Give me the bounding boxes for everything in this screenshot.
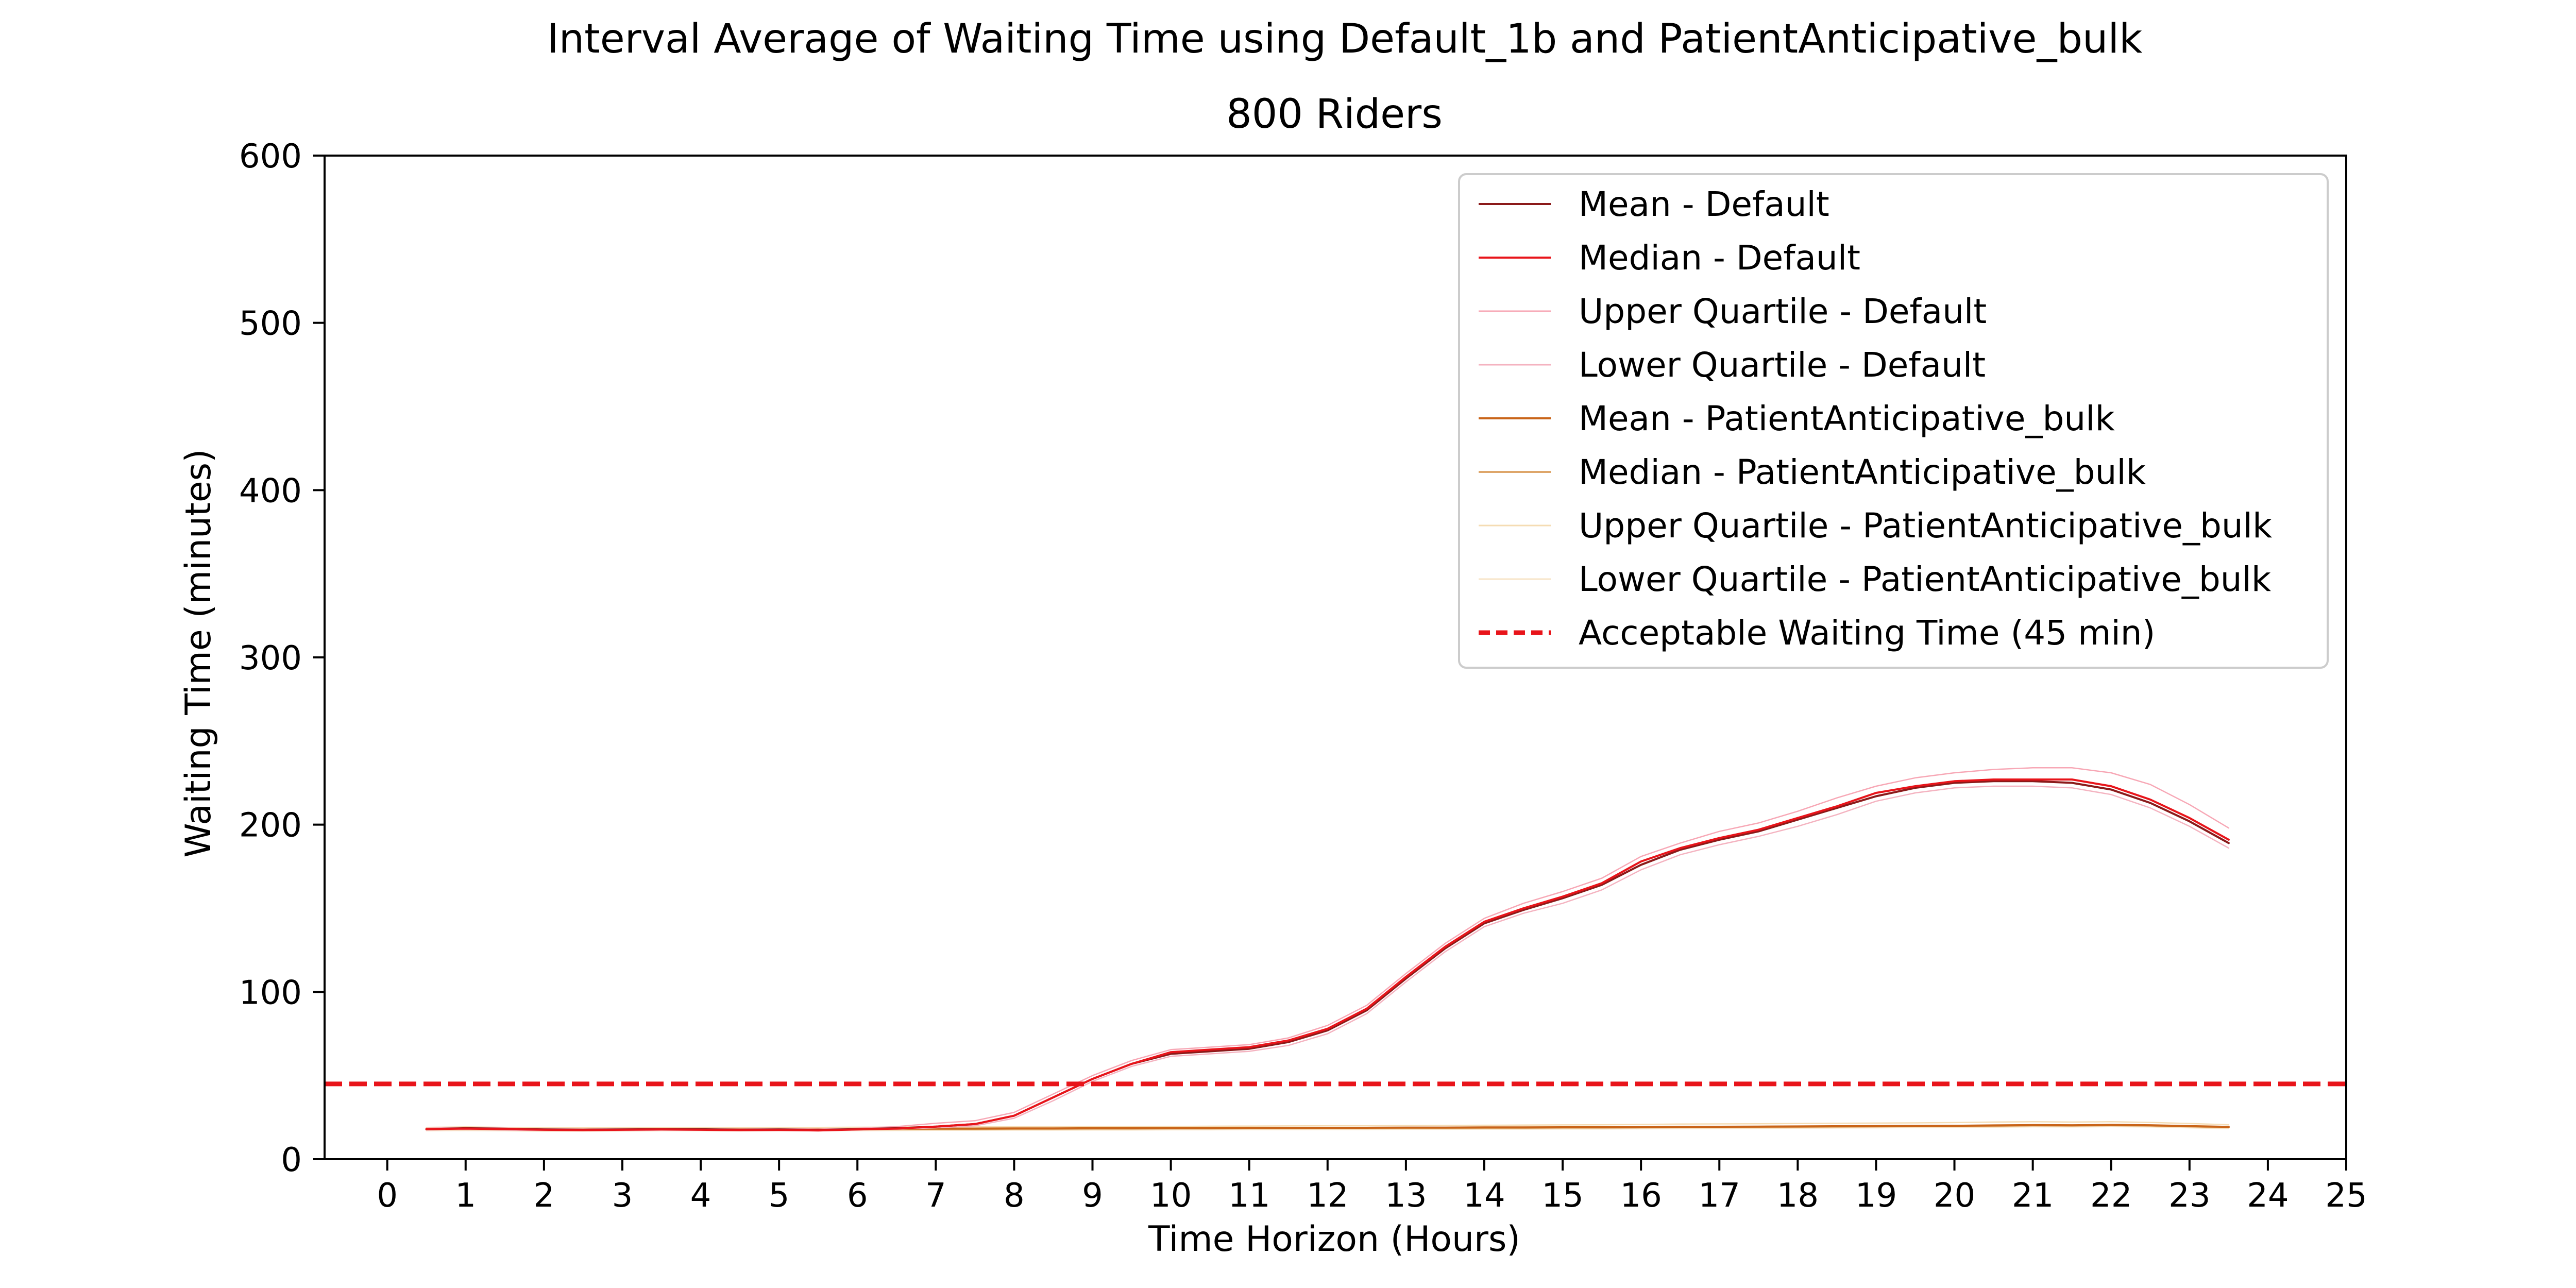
x-tick-label: 5 xyxy=(769,1177,790,1215)
x-tick-label: 6 xyxy=(847,1177,868,1215)
x-tick-label: 13 xyxy=(1385,1177,1427,1215)
x-tick-label: 12 xyxy=(1307,1177,1348,1215)
plot-area-frame xyxy=(324,155,2347,1160)
x-axis-label: Time Horizon (Hours) xyxy=(1148,1219,1520,1260)
x-tick-label: 9 xyxy=(1082,1177,1103,1215)
y-tick-label: 400 xyxy=(239,472,302,510)
legend-label: Lower Quartile - Default xyxy=(1579,345,1986,385)
y-tick-label: 200 xyxy=(239,807,302,845)
legend-items: Mean - Default Median - Default Upper Quar… xyxy=(1479,184,2273,653)
legend-label: Mean - Default xyxy=(1579,184,1829,224)
x-tick-label: 17 xyxy=(1699,1177,1740,1215)
legend-label: Median - PatientAnticipative_bulk xyxy=(1579,452,2146,492)
y-tick-label: 0 xyxy=(281,1141,302,1179)
legend-label: Lower Quartile - PatientAnticipative_bul… xyxy=(1579,560,2272,599)
x-tick-label: 15 xyxy=(1541,1177,1583,1215)
y-tick-label: 500 xyxy=(239,305,302,343)
x-tick-label: 11 xyxy=(1228,1177,1270,1215)
y-axis-ticks: 0 100 200 300 400 500 600 xyxy=(239,138,325,1179)
chart-subtitle: 800 Riders xyxy=(1226,91,1443,138)
y-axis-label: Waiting Time (minutes) xyxy=(178,449,219,857)
legend: Mean - Default Median - Default Upper Quar… xyxy=(1458,173,2329,669)
series-line-6 xyxy=(426,1121,2230,1129)
legend-label: Upper Quartile - PatientAnticipative_bul… xyxy=(1579,506,2273,546)
x-axis-ticks: 0 1 2 3 4 5 6 7 8 9 10 11 12 13 14 15 16 17 18 19 20 21 22 23 24… xyxy=(377,1159,2367,1215)
x-tick-label: 18 xyxy=(1777,1177,1819,1215)
y-tick-label: 300 xyxy=(239,639,302,677)
x-tick-label: 19 xyxy=(1855,1177,1897,1215)
x-tick-label: 21 xyxy=(2012,1177,2054,1215)
x-tick-label: 0 xyxy=(377,1177,398,1215)
plot-series xyxy=(425,767,2230,1132)
legend-label: Upper Quartile - Default xyxy=(1579,292,1987,331)
x-tick-label: 1 xyxy=(455,1177,476,1215)
legend-label: Median - Default xyxy=(1579,238,1860,278)
x-tick-label: 25 xyxy=(2325,1177,2367,1215)
x-tick-label: 24 xyxy=(2247,1177,2289,1215)
x-tick-label: 23 xyxy=(2168,1177,2210,1215)
legend-label: Mean - PatientAnticipative_bulk xyxy=(1579,399,2115,438)
x-tick-label: 16 xyxy=(1620,1177,1662,1215)
chart-title: Interval Average of Waiting Time using D… xyxy=(547,16,2143,62)
x-tick-label: 7 xyxy=(925,1177,946,1215)
series-line-1 xyxy=(425,778,2230,1132)
x-tick-label: 20 xyxy=(1934,1177,1975,1215)
legend-label: Acceptable Waiting Time (45 min) xyxy=(1579,613,2155,653)
x-tick-label: 4 xyxy=(690,1177,711,1215)
x-tick-label: 3 xyxy=(612,1177,633,1215)
x-tick-label: 14 xyxy=(1463,1177,1505,1215)
x-tick-label: 22 xyxy=(2090,1177,2132,1215)
legend-box xyxy=(1458,173,2329,669)
x-tick-label: 8 xyxy=(1004,1177,1025,1215)
y-tick-label: 600 xyxy=(239,138,302,176)
x-tick-label: 2 xyxy=(534,1177,555,1215)
y-tick-label: 100 xyxy=(239,974,302,1012)
x-tick-label: 10 xyxy=(1150,1177,1192,1215)
